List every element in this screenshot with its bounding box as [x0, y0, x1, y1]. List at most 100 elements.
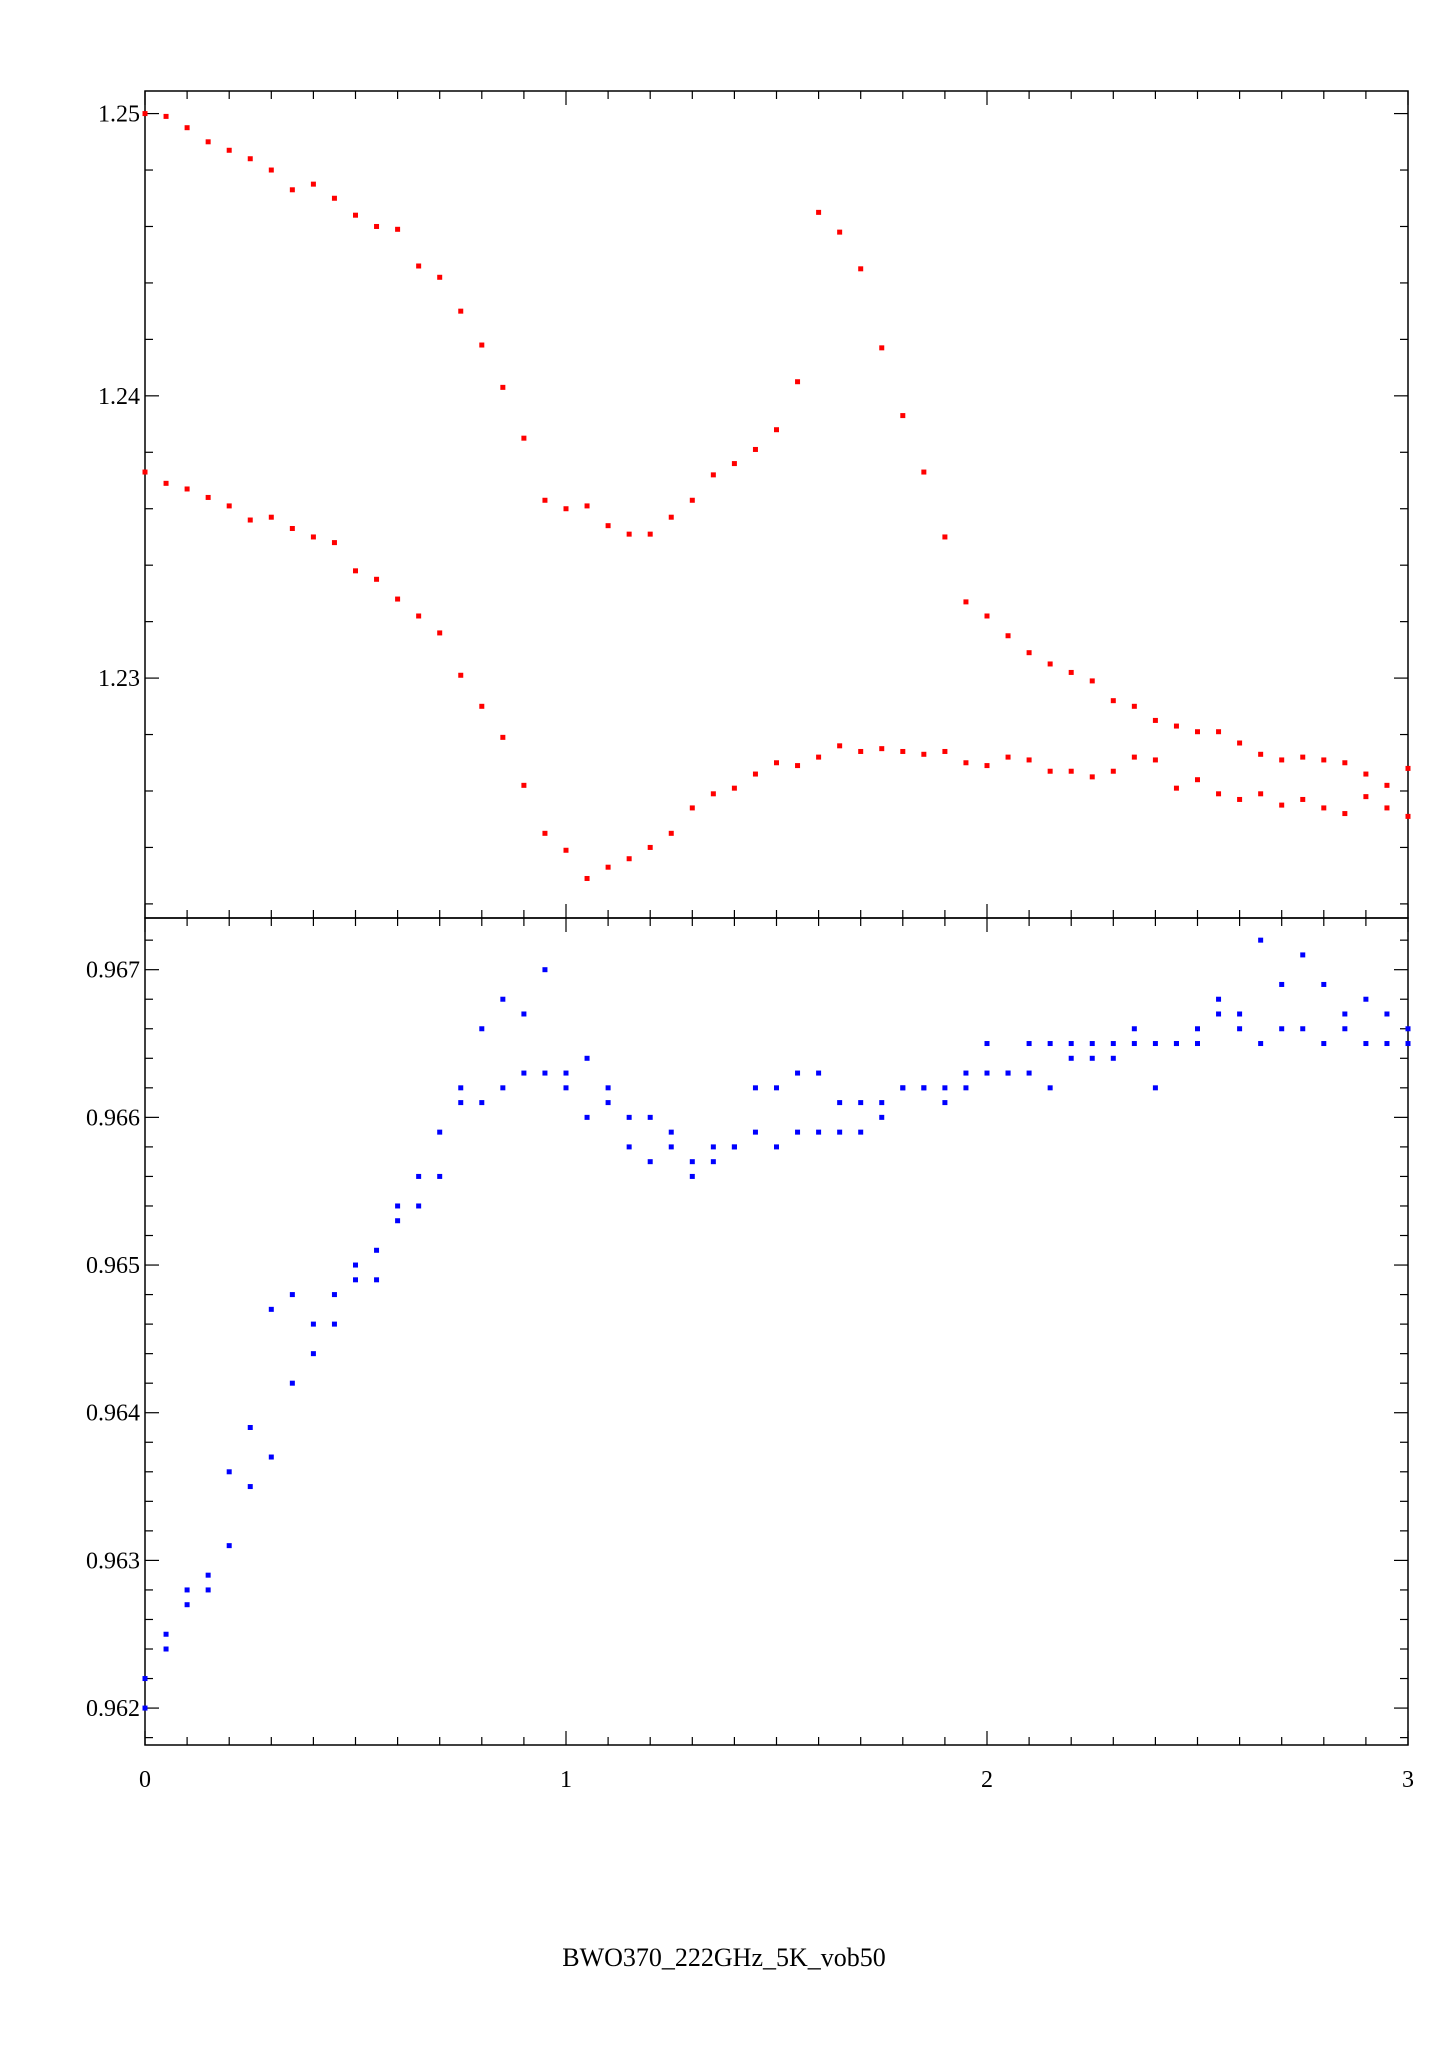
data-point: [374, 223, 380, 229]
data-point: [1342, 760, 1348, 766]
data-point: [1216, 791, 1222, 797]
data-point: [1405, 1041, 1411, 1047]
data-point: [1110, 768, 1116, 774]
data-point: [605, 1085, 611, 1091]
data-point: [626, 1114, 632, 1120]
data-point: [1300, 952, 1306, 958]
data-point: [268, 1454, 274, 1460]
data-point: [731, 1144, 737, 1150]
data-point: [374, 1247, 380, 1253]
series-top-1: [142, 111, 1411, 788]
data-point: [521, 1011, 527, 1017]
data-point: [921, 469, 927, 475]
data-point: [647, 844, 653, 850]
data-point: [1026, 1041, 1032, 1047]
data-point: [942, 534, 948, 540]
data-point: [142, 1705, 148, 1711]
data-point: [542, 830, 548, 836]
data-point: [1131, 1041, 1137, 1047]
data-point: [1110, 1041, 1116, 1047]
data-point: [1216, 1011, 1222, 1017]
data-point: [1216, 996, 1222, 1002]
data-point: [1005, 1070, 1011, 1076]
data-point: [416, 1173, 422, 1179]
data-point: [752, 1085, 758, 1091]
data-point: [1152, 1041, 1158, 1047]
data-point: [1237, 740, 1243, 746]
data-point: [374, 1277, 380, 1283]
data-point: [731, 785, 737, 791]
data-point: [542, 967, 548, 973]
data-point: [774, 427, 779, 433]
data-point: [1131, 1026, 1137, 1032]
data-point: [1089, 678, 1095, 684]
data-point: [1363, 996, 1369, 1002]
data-point: [1321, 757, 1327, 763]
data-point: [1047, 1085, 1053, 1091]
data-point: [1363, 771, 1369, 777]
data-point: [1321, 981, 1327, 987]
data-point: [142, 111, 148, 117]
data-point: [1321, 1041, 1327, 1047]
data-point: [1005, 633, 1011, 639]
data-point: [647, 531, 653, 537]
data-point: [458, 672, 464, 678]
data-point: [437, 630, 443, 636]
data-point: [542, 1070, 548, 1076]
data-point: [163, 480, 169, 486]
data-point: [605, 864, 611, 870]
data-point: [858, 1129, 864, 1135]
data-point: [1026, 757, 1032, 763]
data-point: [310, 1351, 316, 1357]
y-tick-label: 1.23: [98, 666, 140, 692]
data-point: [353, 1277, 358, 1283]
data-point: [1237, 1026, 1243, 1032]
data-point: [395, 596, 401, 602]
data-point: [837, 229, 843, 235]
data-point: [205, 139, 211, 145]
data-point: [331, 195, 337, 201]
data-point: [500, 996, 506, 1002]
x-tick-label: 0: [139, 1767, 151, 1793]
data-point: [1173, 785, 1179, 791]
data-point: [142, 469, 148, 475]
data-point: [984, 1070, 990, 1076]
data-point: [626, 1144, 632, 1150]
data-point: [816, 754, 822, 760]
data-point: [837, 1100, 843, 1106]
data-point: [479, 1026, 485, 1032]
data-point: [668, 830, 674, 836]
data-point: [1258, 791, 1264, 797]
y-tick-label: 0.966: [86, 1105, 140, 1131]
data-point: [1384, 782, 1390, 788]
data-point: [689, 805, 695, 811]
data-point: [163, 1646, 169, 1652]
data-point: [1279, 802, 1285, 808]
data-point: [563, 506, 569, 512]
data-point: [774, 1144, 779, 1150]
data-point: [626, 856, 632, 862]
data-point: [289, 525, 295, 531]
data-point: [331, 1292, 337, 1298]
data-point: [752, 1129, 758, 1135]
data-point: [142, 1676, 148, 1682]
data-point: [353, 212, 358, 218]
data-point: [1279, 1026, 1285, 1032]
data-point: [1047, 768, 1053, 774]
data-point: [1152, 717, 1158, 723]
data-point: [1068, 669, 1074, 675]
data-point: [500, 1085, 506, 1091]
data-point: [226, 147, 232, 153]
data-point: [1216, 729, 1222, 735]
data-point: [689, 1159, 695, 1165]
data-point: [416, 613, 422, 619]
data-point: [858, 748, 864, 754]
data-point: [984, 613, 990, 619]
data-point: [858, 266, 864, 272]
data-point: [1068, 768, 1074, 774]
data-point: [921, 751, 927, 757]
data-point: [1342, 811, 1348, 817]
data-point: [710, 791, 716, 797]
data-point: [1089, 774, 1095, 780]
data-point: [500, 734, 506, 740]
